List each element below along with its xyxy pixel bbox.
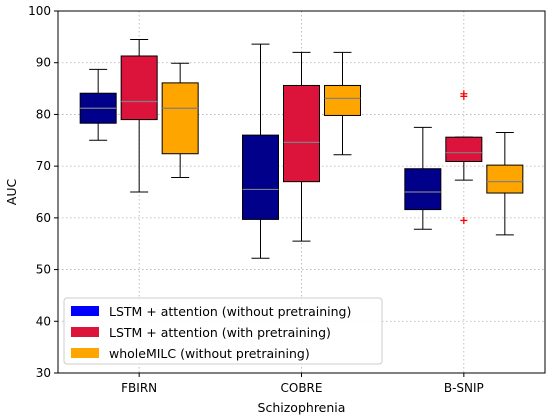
tick-layer: 30 40 50 60 70 80 90 100 FBIRN COBRE B-SNIP	[28, 4, 484, 395]
legend-frame	[63, 297, 383, 365]
box-iqr	[486, 164, 524, 194]
y-tick-label: 40	[36, 314, 51, 328]
x-tick-label: B-SNIP	[444, 381, 484, 395]
box-group	[283, 51, 320, 242]
legend-label-lstm-no-pretrain: LSTM + attention (without pretraining)	[109, 304, 351, 319]
box-group	[120, 38, 158, 193]
y-tick-label: 70	[36, 159, 51, 173]
outlier-marker	[460, 216, 468, 224]
box-iqr	[404, 168, 442, 211]
box-iqr	[120, 55, 158, 121]
box-iqr	[324, 84, 361, 116]
y-tick-label: 90	[36, 56, 51, 70]
legend-swatch-wholemilc	[71, 348, 99, 358]
box-iqr	[161, 82, 199, 155]
y-tick-label: 50	[36, 263, 51, 277]
box-group	[242, 43, 279, 259]
box-layer	[79, 38, 524, 259]
y-tick-label: 60	[36, 211, 51, 225]
y-tick-label: 30	[36, 366, 51, 380]
outlier-marker	[460, 90, 468, 98]
box-group	[161, 62, 199, 179]
legend-label-lstm-pretrain: LSTM + attention (with pretraining)	[109, 325, 331, 340]
legend-label-wholemilc: wholeMILC (without pretraining)	[109, 346, 310, 361]
box-group	[404, 126, 442, 230]
x-tick-label: FBIRN	[121, 381, 157, 395]
box-group	[486, 132, 524, 236]
legend-swatch-lstm-no-pretrain	[71, 306, 99, 316]
y-tick-label: 80	[36, 107, 51, 121]
box-iqr	[445, 136, 483, 162]
y-tick-label: 100	[28, 4, 51, 18]
y-axis-title: AUC	[4, 179, 19, 206]
box-iqr	[283, 84, 320, 183]
x-axis-title: Schizophrenia	[258, 400, 346, 415]
box-group	[445, 90, 483, 224]
x-tick-label: COBRE	[281, 381, 323, 395]
box-group	[79, 68, 117, 141]
box-iqr	[242, 134, 279, 220]
legend: LSTM + attention (without pretraining) L…	[63, 297, 383, 365]
box-group	[324, 51, 361, 156]
legend-swatch-lstm-pretrain	[71, 327, 99, 337]
